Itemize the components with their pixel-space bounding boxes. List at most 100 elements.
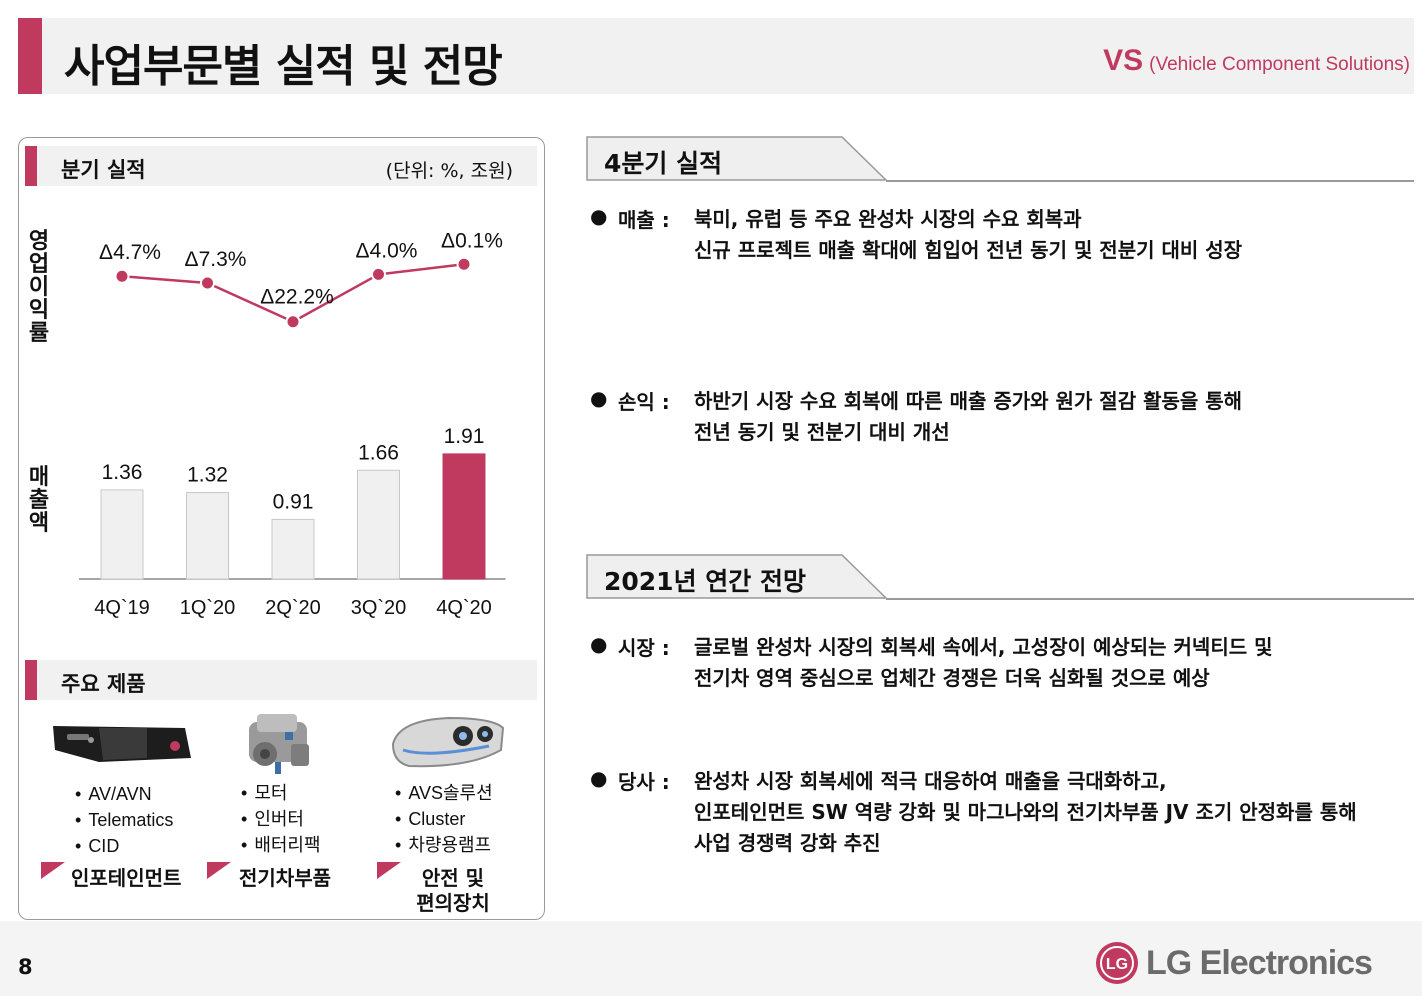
category-triangle xyxy=(377,862,401,879)
list-item: 차량용램프 xyxy=(395,832,493,858)
list-item: Cluster xyxy=(395,806,493,832)
bar-value-label: 1.91 xyxy=(444,425,485,448)
products-title: 주요 제품 xyxy=(61,672,146,696)
ev-parts-product-list: 모터 인버터 배터리팩 xyxy=(241,780,321,858)
lg-logo: LG LG Electronics xyxy=(1094,940,1394,988)
products-section-header: 주요 제품 xyxy=(25,660,537,700)
bullet-line: 북미, 유럽 등 주요 완성차 시장의 수요 회복과 xyxy=(694,207,1082,231)
q4-bullet-profit: ● 손익 : 하반기 시장 수요 회복에 따른 매출 증가와 원가 절감 활동을… xyxy=(590,386,1410,450)
header-accent xyxy=(18,18,42,94)
list-item: 배터리팩 xyxy=(241,832,320,858)
category-infotainment: 인포테인먼트 xyxy=(71,866,182,890)
outlook-tab xyxy=(586,554,1414,600)
sales-axis-label: 매출액 xyxy=(28,465,50,536)
lg-logo-icon: LG xyxy=(1096,942,1138,984)
bullet-dot-icon: ● xyxy=(590,766,608,790)
bullet-line: 글로벌 완성차 시장의 회복세 속에서, 고성장이 예상되는 커넥티드 및 xyxy=(694,635,1273,659)
list-item: CID xyxy=(75,833,173,859)
bullet-line: 인포테인먼트 SW 역량 강화 및 마그나와의 전기차부품 JV 조기 안정화를… xyxy=(694,800,1357,824)
division-code: VS xyxy=(1103,44,1144,77)
bullet-dot-icon: ● xyxy=(590,386,608,410)
bullet-body: 북미, 유럽 등 주요 완성차 시장의 수요 회복과 신규 프로젝트 매출 확대… xyxy=(694,204,1242,266)
quarterly-title: 분기 실적 xyxy=(61,158,146,182)
list-item: AV/AVN xyxy=(75,781,173,807)
bullet-line: 하반기 시장 수요 회복에 따른 매출 증가와 원가 절감 활동을 통해 xyxy=(694,389,1243,413)
unit-label: (단위: %, 조원) xyxy=(385,160,513,182)
section-accent xyxy=(25,146,37,186)
footer: 8 LG LG Electronics xyxy=(0,921,1422,996)
margin-value-label: Δ4.7% xyxy=(99,241,161,264)
list-item: Telematics xyxy=(75,807,173,833)
bar-4 xyxy=(442,453,486,580)
x-tick-label: 4Q`20 xyxy=(436,597,492,619)
division-label: VS (Vehicle Component Solutions) xyxy=(1103,44,1410,78)
bar-value-label: 0.91 xyxy=(273,490,314,513)
margin-value-label: Δ0.1% xyxy=(441,229,503,252)
margin-value-label: Δ7.3% xyxy=(185,248,247,271)
bullet-line: 신규 프로젝트 매출 확대에 힘입어 전년 동기 및 전분기 대비 성장 xyxy=(694,238,1243,262)
q4-tab xyxy=(586,136,1414,182)
q4-title: 4분기 실적 xyxy=(604,149,723,178)
bar-value-label: 1.32 xyxy=(187,464,228,487)
margin-point-0 xyxy=(114,268,130,284)
margin-point-3 xyxy=(371,266,386,282)
section-accent xyxy=(25,660,37,700)
list-item: AVS솔루션 xyxy=(395,780,492,806)
category-safety-line-1: 안전 및 xyxy=(421,866,485,890)
infotainment-product-list: AV/AVN Telematics CID xyxy=(75,781,173,859)
margin-point-4 xyxy=(456,256,472,272)
bullet-line: 전년 동기 및 전분기 대비 개선 xyxy=(694,420,950,444)
bullet-body: 글로벌 완성차 시장의 회복세 속에서, 고성장이 예상되는 커넥티드 및 전기… xyxy=(694,632,1273,694)
x-tick-label: 1Q`20 xyxy=(180,597,236,619)
headlamp-image xyxy=(391,716,505,768)
x-tick-label: 2Q`20 xyxy=(265,597,321,619)
outlook-bullet-company: ● 당사 : 완성차 시장 회복세에 적극 대응하여 매출을 극대화하고, 인포… xyxy=(590,766,1410,862)
outlook-title: 2021년 연간 전망 xyxy=(604,567,806,596)
bullet-key: 매출 : xyxy=(618,208,670,232)
margin-value-label: Δ22.2% xyxy=(260,286,334,309)
bullet-line: 사업 경쟁력 강화 추진 xyxy=(694,831,881,855)
x-tick-label: 4Q`19 xyxy=(94,597,150,619)
margin-value-label: Δ4.0% xyxy=(356,239,418,262)
bar-3 xyxy=(357,469,400,580)
bar-1 xyxy=(186,492,229,580)
x-tick-label: 3Q`20 xyxy=(351,597,407,619)
bullet-dot-icon: ● xyxy=(590,204,608,228)
ev-motor-image xyxy=(249,714,309,774)
bullet-dot-icon: ● xyxy=(590,632,608,656)
category-triangle xyxy=(41,862,65,879)
category-ev-parts: 전기차부품 xyxy=(239,866,331,890)
bar-2 xyxy=(271,518,315,580)
bar-0 xyxy=(100,489,144,580)
left-panel: 분기 실적 (단위: %, 조원) 영업이익률 매출액 1.36 4Q`19 1.3… xyxy=(18,137,545,920)
bar-value-label: 1.36 xyxy=(102,461,143,484)
bullet-key: 당사 : xyxy=(618,770,670,794)
bullet-body: 완성차 시장 회복세에 적극 대응하여 매출을 극대화하고, 인포테인먼트 SW… xyxy=(694,766,1357,859)
bar-value-label: 1.66 xyxy=(358,441,399,464)
category-triangle xyxy=(207,862,231,879)
page-title: 사업부문별 실적 및 전망 xyxy=(64,41,503,92)
quarterly-chart: 1.36 4Q`19 1.32 1Q`20 0.91 2Q`20 1.66 3Q`20 1.91… xyxy=(79,229,506,619)
bullet-body: 하반기 시장 수요 회복에 따른 매출 증가와 원가 절감 활동을 통해 전년 … xyxy=(694,386,1242,448)
infotainment-unit-image xyxy=(53,726,191,762)
safety-product-list: AVS솔루션 Cluster 차량용램프 xyxy=(395,780,493,858)
bullet-line: 전기차 영역 중심으로 업체간 경쟁은 더욱 심화될 것으로 예상 xyxy=(694,666,1210,690)
quarterly-section-header: 분기 실적 (단위: %, 조원) xyxy=(25,146,537,186)
list-item: 인버터 xyxy=(241,806,321,832)
margin-point-2 xyxy=(285,314,301,330)
q4-bullet-sales: ● 매출 : 북미, 유럽 등 주요 완성차 시장의 수요 회복과 신규 프로젝… xyxy=(590,204,1410,268)
logo-text: LG Electronics xyxy=(1146,944,1373,982)
bullet-key: 시장 : xyxy=(618,636,670,660)
margin-point-1 xyxy=(200,275,215,291)
bullet-line: 완성차 시장 회복세에 적극 대응하여 매출을 극대화하고, xyxy=(694,769,1167,793)
page-number: 8 xyxy=(18,955,33,979)
category-safety-line-2: 편의장치 xyxy=(416,891,490,915)
category-safety: 안전 및 편의장치 xyxy=(403,866,503,916)
outlook-bullet-market: ● 시장 : 글로벌 완성차 시장의 회복세 속에서, 고성장이 예상되는 커넥… xyxy=(590,632,1410,696)
header-bar: 사업부문별 실적 및 전망 VS (Vehicle Component Solut… xyxy=(18,18,1414,94)
margin-axis-label: 영업이익률 xyxy=(28,229,50,346)
lg-logo-mark: LG xyxy=(1106,956,1128,973)
list-item: 모터 xyxy=(241,780,321,806)
bullet-key: 손익 : xyxy=(618,390,670,414)
division-description: (Vehicle Component Solutions) xyxy=(1149,54,1410,75)
